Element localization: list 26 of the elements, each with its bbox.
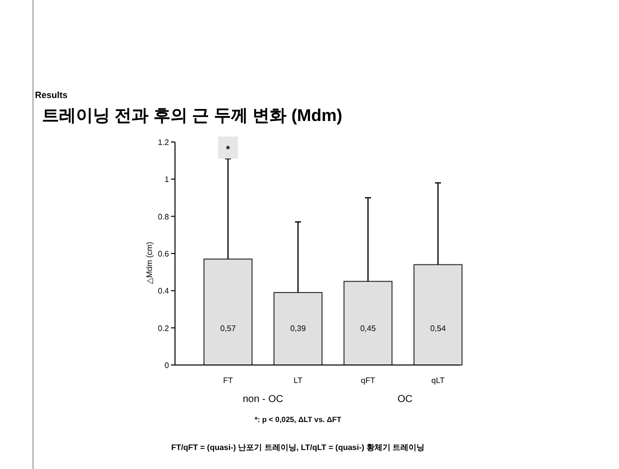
x-tick-label: LT [294, 376, 302, 385]
text: non - OC [242, 394, 284, 405]
bar [204, 258, 252, 366]
y-tick-label: 1.2 [158, 138, 170, 147]
chart-title: 트레이닝 전과 후의 근 두께 변화 (Mdm) [42, 106, 342, 125]
y-tick-label: 0.2 [158, 324, 170, 333]
bar [414, 264, 462, 366]
data-label: 0,54 [430, 324, 446, 333]
bar [344, 280, 392, 366]
y-tick-label: 1 [164, 175, 170, 184]
x-tick-label: FT [223, 376, 233, 385]
annotation: * [226, 144, 230, 156]
data-label: 0,57 [220, 324, 236, 333]
bar [274, 292, 322, 366]
y-tick-label: 0.8 [158, 212, 170, 222]
x-tick-label: qFT [360, 376, 376, 385]
text: FT/qFT = (quasi-) 난포기 트레이닝, LT/qLT = (quasi-) 황체기 트레이닝 [171, 443, 425, 452]
data-label: 0,45 [360, 324, 376, 333]
y-axis-title: △Mdm (cm) [145, 241, 154, 284]
text: Results [35, 90, 68, 100]
y-tick-label: 0 [164, 361, 170, 370]
x-tick-label: qLT [431, 376, 445, 385]
text: OC [398, 394, 412, 405]
data-label: 0,39 [290, 324, 306, 333]
y-tick-label: 0.6 [158, 250, 170, 258]
y-tick-label: 0.4 [158, 286, 170, 296]
